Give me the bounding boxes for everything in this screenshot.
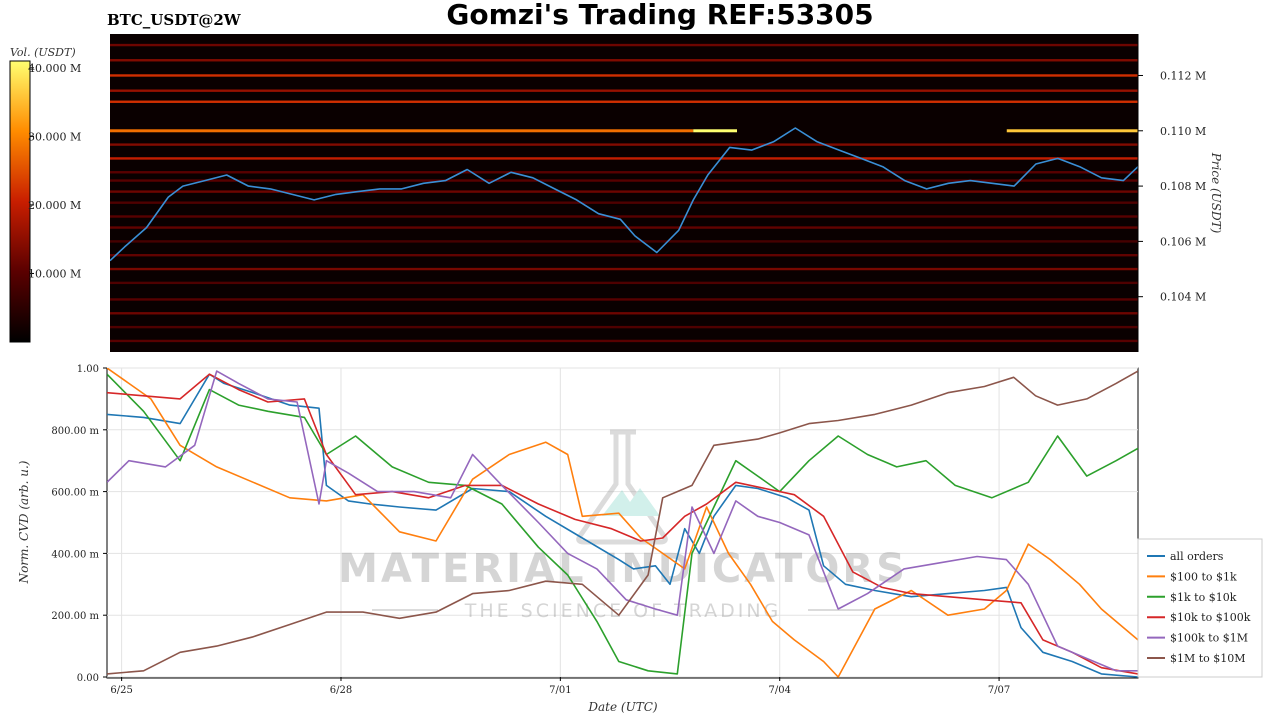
colorbar-ticks: 10.000 M 20.000 M 30.000 M 40.000 M xyxy=(28,62,81,281)
legend-entry: $1k to $10k xyxy=(1170,591,1237,604)
liquidity-band xyxy=(110,254,1138,257)
price-tick-label: 0.112 M xyxy=(1160,69,1206,82)
liquidity-band xyxy=(110,312,1138,315)
liquidity-band xyxy=(1006,129,1138,133)
date-tick-label: 7/04 xyxy=(768,685,790,696)
liquidity-band xyxy=(110,171,1138,174)
colorbar-tick-label: 40.000 M xyxy=(28,62,81,75)
symbol-label: BTC_USDT@2W xyxy=(107,11,242,29)
heatmap-panel: 0.104 M 0.106 M 0.108 M 0.110 M 0.112 M Pric… xyxy=(110,34,1223,352)
liquidity-band xyxy=(110,190,1138,193)
legend-entry: $100k to $1M xyxy=(1170,632,1248,645)
liquidity-band xyxy=(110,143,1138,146)
liquidity-band xyxy=(110,201,1138,204)
date-axis-ticks: 6/25 6/28 7/01 7/04 7/07 xyxy=(110,677,1010,696)
liquidity-band xyxy=(110,267,1138,271)
price-tick-label: 0.106 M xyxy=(1160,235,1206,248)
liquidity-band xyxy=(110,59,1138,62)
cvd-tick-label: 400.00 m xyxy=(51,549,99,560)
liquidity-band xyxy=(110,325,1138,329)
series-line xyxy=(107,370,1138,675)
liquidity-band xyxy=(110,157,1138,160)
legend: all orders $100 to $1k $1k to $10k $10k to … xyxy=(1137,538,1263,678)
price-tick-label: 0.110 M xyxy=(1160,125,1206,138)
legend-entry: $10k to $100k xyxy=(1170,611,1251,624)
price-line xyxy=(110,127,1138,262)
cvd-tick-label: 1.00 xyxy=(77,364,99,375)
legend-entry: all orders xyxy=(1170,550,1224,563)
date-tick-label: 6/25 xyxy=(110,685,132,696)
liquidity-band xyxy=(110,226,1138,229)
date-axis-label: Date (UTC) xyxy=(587,700,657,714)
price-tick-label: 0.108 M xyxy=(1160,180,1206,193)
series-line xyxy=(107,373,1138,675)
cvd-tick-label: 200.00 m xyxy=(51,611,99,622)
liquidity-band xyxy=(110,339,1138,343)
cvd-y-axis-ticks: 0.00 200.00 m 400.00 m 600.00 m 800.00 m 1.00 xyxy=(51,364,107,684)
liquidity-band xyxy=(110,74,1138,77)
liquidity-band xyxy=(110,281,1138,285)
cvd-series-lines xyxy=(107,368,1138,678)
liquidity-band xyxy=(110,43,1138,47)
liquidity-band xyxy=(693,129,738,133)
colorbar-label: Vol. (USDT) xyxy=(10,46,76,59)
liquidity-band xyxy=(110,100,1138,103)
cvd-axis-label: Norm. CVD (arb. u.) xyxy=(17,460,31,584)
liquidity-band xyxy=(110,240,1138,243)
price-line-group xyxy=(110,127,1138,262)
price-axis-label: Price (USDT) xyxy=(1209,152,1223,234)
legend-entry: $1M to $10M xyxy=(1170,652,1246,665)
heatmap-background xyxy=(110,34,1138,352)
liquidity-band xyxy=(110,89,1138,92)
price-tick-label: 0.104 M xyxy=(1160,291,1206,304)
legend-box xyxy=(1137,538,1263,678)
chart-title: Gomzi's Trading REF:53305 xyxy=(446,0,873,31)
cvd-plot-area xyxy=(106,367,1139,679)
legend-entry: $100 to $1k xyxy=(1170,570,1237,583)
colorbar xyxy=(9,60,31,343)
date-tick-label: 7/01 xyxy=(549,685,571,696)
liquidity-band xyxy=(110,215,1138,218)
colorbar-tick-label: 30.000 M xyxy=(28,130,81,143)
liquidity-band xyxy=(110,179,1138,182)
colorbar-tick-label: 20.000 M xyxy=(28,199,81,212)
liquidity-band xyxy=(110,298,1138,301)
liquidity-band xyxy=(110,129,694,133)
watermark-title: MATERIAL INDICATORS xyxy=(338,546,908,592)
series-line xyxy=(107,373,1138,678)
series-line xyxy=(107,370,1138,672)
price-axis-ticks: 0.104 M 0.106 M 0.108 M 0.110 M 0.112 M xyxy=(1138,69,1206,304)
date-tick-label: 6/28 xyxy=(330,685,352,696)
cvd-tick-label: 600.00 m xyxy=(51,488,99,499)
cvd-panel: MATERIAL INDICATORS THE SCIENCE OF TRADI… xyxy=(17,364,1263,714)
watermark: MATERIAL INDICATORS THE SCIENCE OF TRADI… xyxy=(338,429,908,622)
date-tick-label: 7/07 xyxy=(988,685,1010,696)
colorbar-tick-label: 10.000 M xyxy=(28,267,81,280)
cvd-gridlines xyxy=(107,367,1138,678)
cvd-tick-label: 800.00 m xyxy=(51,426,99,437)
cvd-tick-label: 0.00 xyxy=(77,673,99,684)
liquidity-bands xyxy=(110,43,1138,343)
flask-icon xyxy=(576,429,668,545)
